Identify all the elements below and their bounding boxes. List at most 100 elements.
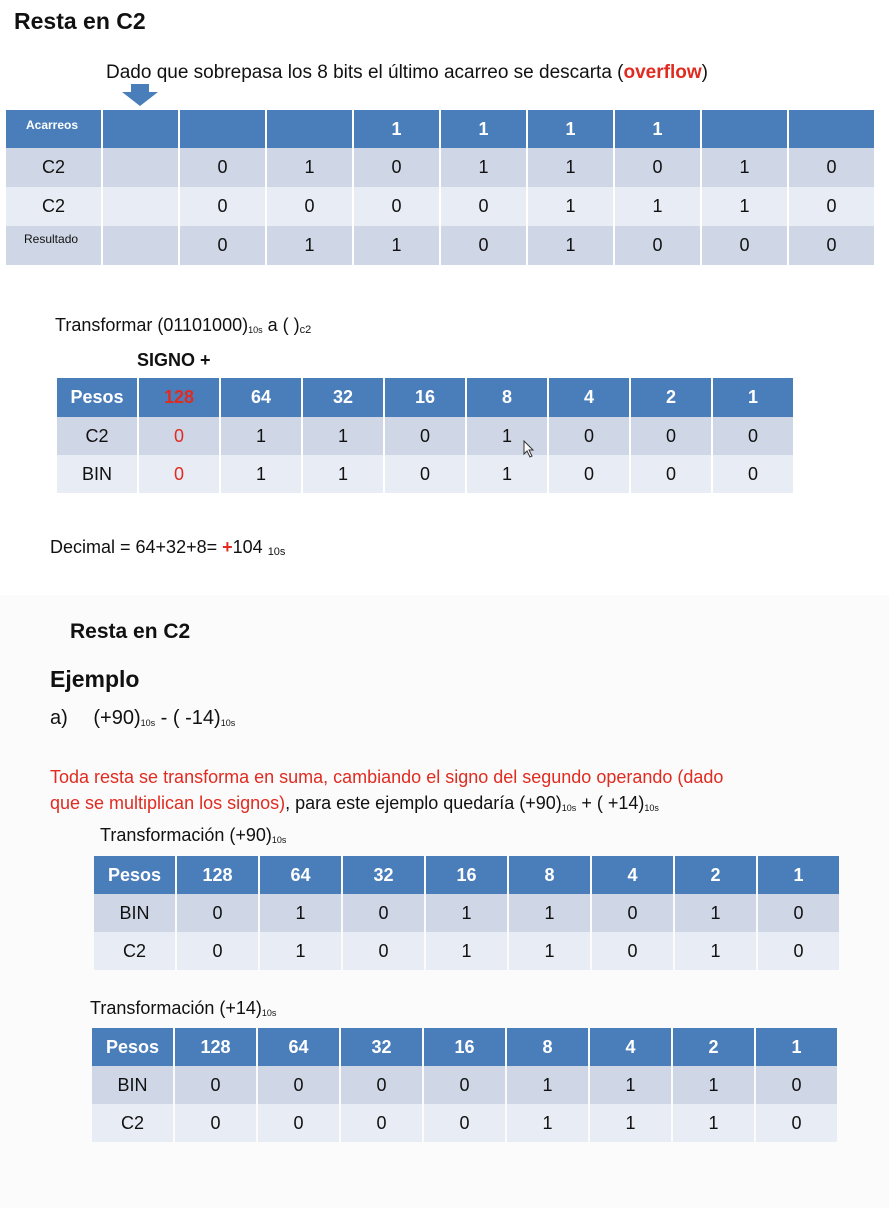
transform14-label: Transformación (+14)10s	[90, 998, 276, 1019]
header-label: Pesos	[57, 378, 137, 417]
carry-cell: 1	[528, 110, 613, 148]
transform90-label: Transformación (+90)10s	[100, 825, 286, 846]
header-cell: 16	[424, 1028, 505, 1066]
note-line2: que se multiplican los signos)	[50, 793, 286, 813]
slide2-title: Resta en C2	[70, 620, 191, 643]
table-row: C2 0 1 0 1 1 0 1 0	[6, 148, 874, 187]
note-line1: Toda resta se transforma en suma, cambia…	[50, 767, 724, 787]
decimal-pre: Decimal = 64+32+8=	[50, 537, 223, 557]
cell: 0	[789, 148, 874, 187]
cell: 0	[175, 1104, 256, 1142]
cell: 0	[789, 226, 874, 265]
cell: 0	[549, 417, 629, 455]
cell: 1	[221, 417, 301, 455]
table-plus90: Pesos 128 64 32 16 8 4 2 1 BIN 0 1 0 1 1…	[92, 856, 841, 970]
note-black-a: , para este ejemplo quedaría (+90)	[285, 793, 562, 813]
table-row: C2 0 0 0 0 1 1 1 0	[6, 187, 874, 226]
cell: 0	[424, 1104, 505, 1142]
cell: 0	[713, 417, 793, 455]
cell: 0	[139, 455, 219, 493]
cell: 0	[139, 417, 219, 455]
cell: 0	[175, 1066, 256, 1104]
header-cell: 64	[221, 378, 301, 417]
cell: 1	[260, 894, 341, 932]
cell: 0	[385, 417, 465, 455]
header-cell: 128	[175, 1028, 256, 1066]
carry-cell	[789, 110, 874, 148]
carry-table: Acarreos 1 1 1 1 C2 0 1 0 1 1 0 1 0 C2 0…	[4, 110, 876, 265]
cell: 1	[267, 226, 352, 265]
header-cell: 2	[675, 856, 756, 894]
overflow-note: Dado que sobrepasa los 8 bits el último …	[106, 62, 708, 84]
header-cell: 64	[260, 856, 341, 894]
cell: 1	[702, 148, 787, 187]
example-sub-a: 10s	[140, 718, 156, 728]
decimal-sign: +	[222, 537, 233, 557]
table-plus14: Pesos 128 64 32 16 8 4 2 1 BIN 0 0 0 0 1…	[90, 1028, 839, 1142]
cell: 0	[756, 1104, 837, 1142]
table-row: C2 0 1 0 1 1 0 1 0	[94, 932, 839, 970]
example-item: a) (+90)10s - ( -14)10s	[50, 707, 235, 730]
cell: 1	[426, 932, 507, 970]
transform-line: Transformar (01101000)10s a ( )c2	[55, 315, 311, 336]
carry-cell	[267, 110, 352, 148]
sign-label: SIGNO +	[137, 350, 211, 370]
cell: 1	[615, 187, 700, 226]
cell: 1	[507, 1104, 588, 1142]
overflow-note-post: )	[701, 62, 708, 83]
cell: 1	[673, 1104, 754, 1142]
cell	[103, 226, 178, 265]
header-cell: 16	[426, 856, 507, 894]
overflow-note-pre: Dado que sobrepasa los 8 bits el último …	[106, 62, 624, 83]
cell: 0	[615, 226, 700, 265]
cell: 1	[303, 455, 383, 493]
cell: 0	[177, 894, 258, 932]
example-expr-a: (+90)	[93, 707, 141, 729]
row-label: BIN	[57, 455, 137, 493]
table-header-row: Pesos 128 64 32 16 8 4 2 1	[94, 856, 839, 894]
cell	[103, 148, 178, 187]
header-cell: 2	[673, 1028, 754, 1066]
decimal-line: Decimal = 64+32+8= +104 10s	[50, 537, 285, 558]
transform14-text: Transformación (+14)	[90, 998, 262, 1018]
note-sub-a: 10s	[561, 803, 577, 813]
header-cell: 8	[509, 856, 590, 894]
header-cell: 32	[343, 856, 424, 894]
row-label: C2	[6, 148, 101, 187]
cell: 0	[592, 894, 673, 932]
cell: 0	[258, 1104, 339, 1142]
cell: 0	[258, 1066, 339, 1104]
cell: 0	[615, 148, 700, 187]
cell: 0	[758, 894, 839, 932]
row-label: Resultado	[6, 226, 101, 265]
row-label: C2	[57, 417, 137, 455]
cell: 0	[354, 148, 439, 187]
table-row: BIN 0 0 0 0 1 1 1 0	[92, 1066, 837, 1104]
cell: 1	[221, 455, 301, 493]
note-black-b: + ( +14)	[576, 793, 645, 813]
table-row: BIN 0 1 0 1 1 0 1 0	[94, 894, 839, 932]
cell: 1	[354, 226, 439, 265]
cell: 1	[509, 894, 590, 932]
weights-header-row: Pesos 128 64 32 16 8 4 2 1	[57, 378, 793, 417]
cell: 0	[180, 226, 265, 265]
carry-cell: 1	[615, 110, 700, 148]
header-cell: 1	[758, 856, 839, 894]
cell: 0	[354, 187, 439, 226]
header-cell: 8	[507, 1028, 588, 1066]
cell: 0	[631, 417, 711, 455]
transform90-sub: 10s	[271, 835, 287, 845]
header-cell: 128	[177, 856, 258, 894]
transform-sub1: 10s	[248, 325, 263, 335]
header-cell: 4	[549, 378, 629, 417]
cell	[103, 187, 178, 226]
decimal-value: 104	[232, 537, 268, 557]
cell: 0	[341, 1104, 422, 1142]
example-expr-mid: - ( -14)	[155, 707, 221, 729]
cell: 1	[673, 1066, 754, 1104]
cell: 0	[385, 455, 465, 493]
example-item-label: a)	[50, 707, 68, 729]
header-cell: 128	[139, 378, 219, 417]
example-heading: Ejemplo	[50, 666, 140, 692]
cell: 0	[441, 226, 526, 265]
